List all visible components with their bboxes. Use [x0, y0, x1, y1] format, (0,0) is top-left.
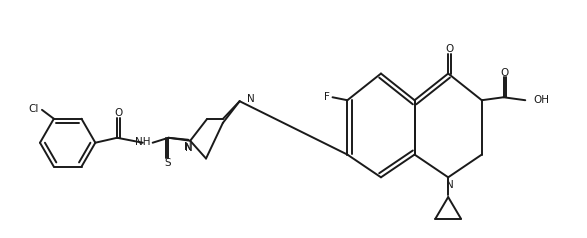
Text: O: O [500, 68, 508, 78]
Text: N: N [446, 180, 454, 190]
Text: O: O [445, 44, 453, 54]
Text: Cl: Cl [28, 104, 38, 114]
Text: N: N [185, 143, 193, 153]
Text: F: F [323, 92, 329, 102]
Text: N: N [184, 142, 192, 152]
Text: O: O [114, 108, 122, 118]
Text: NH: NH [135, 137, 150, 147]
Text: S: S [164, 159, 171, 169]
Text: N: N [247, 94, 254, 104]
Text: OH: OH [533, 95, 549, 105]
